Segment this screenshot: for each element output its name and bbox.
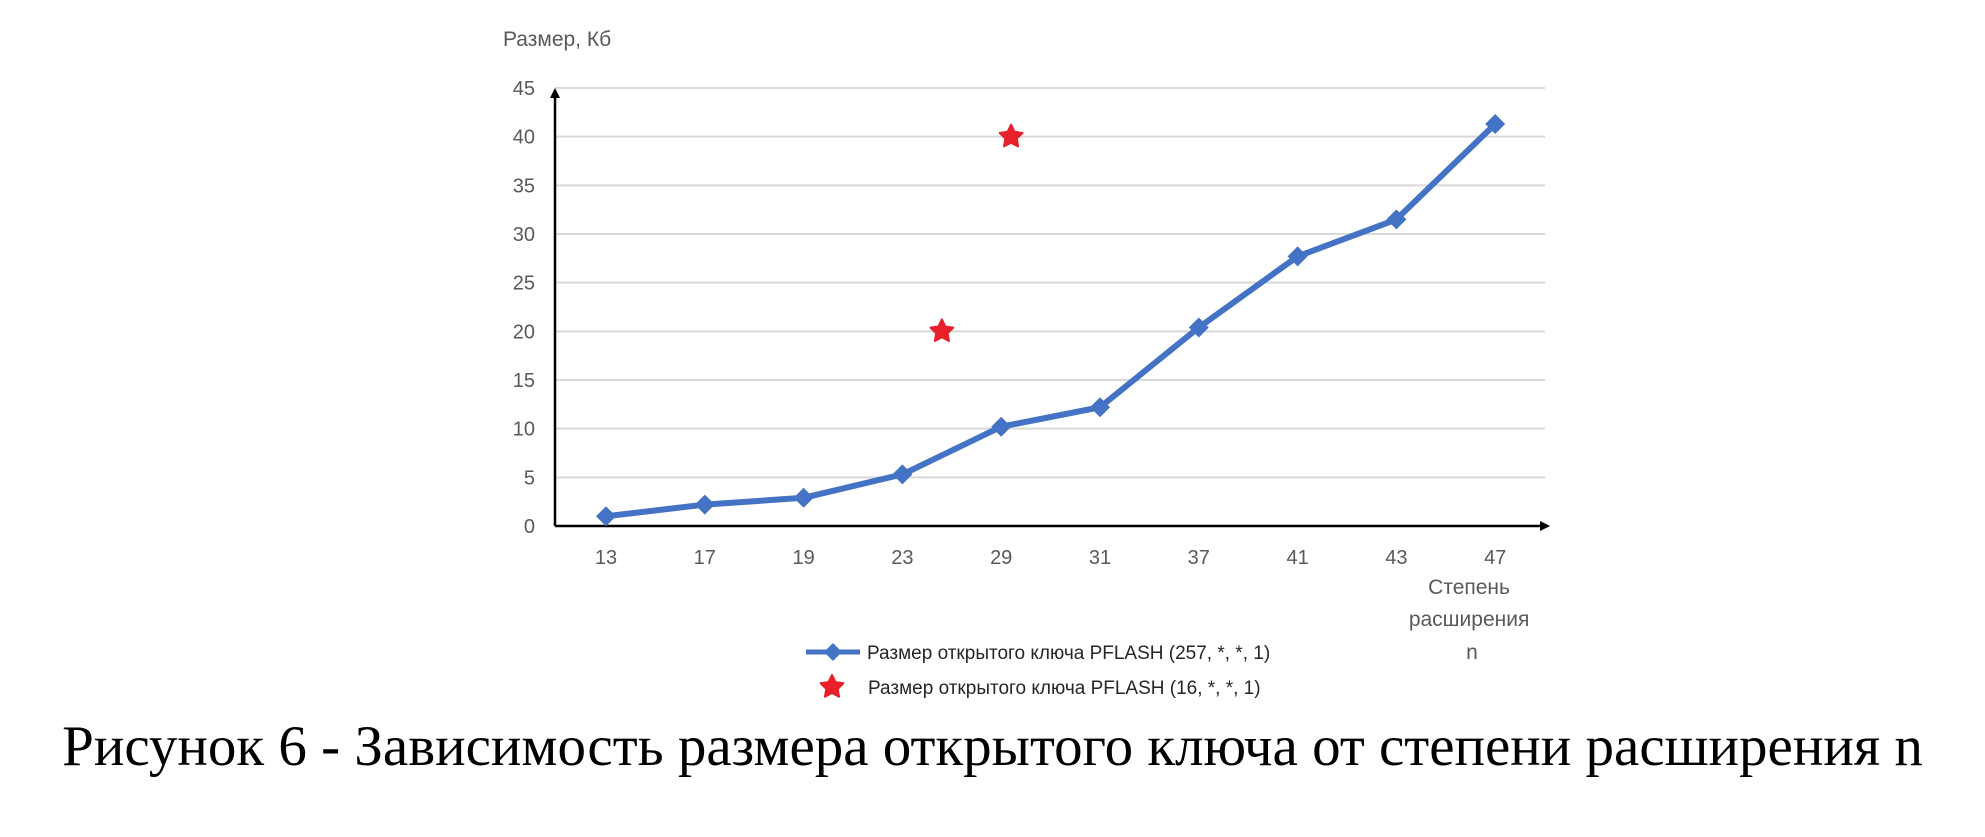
x-axis-title-line-3: n [1466, 641, 1478, 664]
data-point-diamond [991, 416, 1012, 437]
y-tick-label: 35 [513, 175, 535, 197]
y-tick-label: 10 [513, 419, 535, 441]
y-tick-label: 40 [513, 127, 535, 149]
x-tick-label: 47 [1484, 547, 1506, 569]
x-tick-labels: 13 17 19 23 29 31 37 41 43 47 [595, 547, 1506, 569]
x-tick-label: 37 [1188, 547, 1210, 569]
y-tick-label: 20 [513, 321, 535, 343]
y-tick-label: 5 [524, 467, 535, 489]
y-tick-label: 45 [513, 78, 535, 100]
legend: Размер открытого ключа PFLASH (257, *, *… [806, 643, 1270, 699]
gridlines [555, 87, 1545, 479]
figure-caption: Рисунок 6 - Зависимость размера открытог… [62, 715, 1923, 778]
x-tick-label: 13 [595, 547, 617, 569]
data-point-star [998, 123, 1024, 148]
x-tick-label: 19 [792, 547, 814, 569]
x-tick-label: 41 [1286, 547, 1308, 569]
y-tick-label: 15 [513, 370, 535, 392]
x-tick-label: 43 [1385, 547, 1407, 569]
data-point-star [929, 318, 955, 342]
y-axis-title: Размер, Кб [503, 28, 611, 51]
y-tick-label: 0 [524, 516, 535, 538]
x-tick-label: 17 [694, 547, 716, 569]
data-point-diamond [1188, 317, 1209, 338]
data-point-diamond [1090, 397, 1110, 418]
data-point-diamond [1287, 246, 1308, 267]
data-point-diamond [892, 464, 913, 485]
series-stars [929, 123, 1024, 342]
y-tick-labels: 0 5 10 15 20 25 30 35 40 45 [513, 78, 535, 538]
x-tick-label: 29 [990, 547, 1012, 569]
x-tick-label: 23 [891, 547, 913, 569]
legend-diamond-icon [824, 643, 842, 661]
x-tick-label: 31 [1089, 547, 1111, 569]
x-axis-title-line-2: расширения [1409, 608, 1530, 631]
x-axis-title-line-1: Степень [1428, 576, 1510, 599]
data-point-diamond [596, 506, 616, 527]
data-point-diamond [694, 494, 715, 515]
legend-star-icon [819, 674, 845, 698]
data-point-diamond [1485, 114, 1506, 135]
y-tick-label: 30 [513, 224, 535, 246]
legend-item-line-series: Размер открытого ключа PFLASH (257, *, *… [806, 643, 1270, 664]
data-point-diamond [793, 487, 814, 508]
legend-item-star-series: Размер открытого ключа PFLASH (16, *, *,… [819, 674, 1261, 699]
data-point-diamond [1386, 209, 1407, 230]
series-line-path [603, 121, 1499, 520]
y-tick-label: 25 [513, 273, 535, 295]
legend-label-star-series: Размер открытого ключа PFLASH (16, *, *,… [868, 678, 1261, 699]
x-axis-title: Степень расширения n [1409, 576, 1535, 664]
series-line [596, 114, 1506, 527]
legend-label-line-series: Размер открытого ключа PFLASH (257, *, *… [867, 643, 1270, 664]
